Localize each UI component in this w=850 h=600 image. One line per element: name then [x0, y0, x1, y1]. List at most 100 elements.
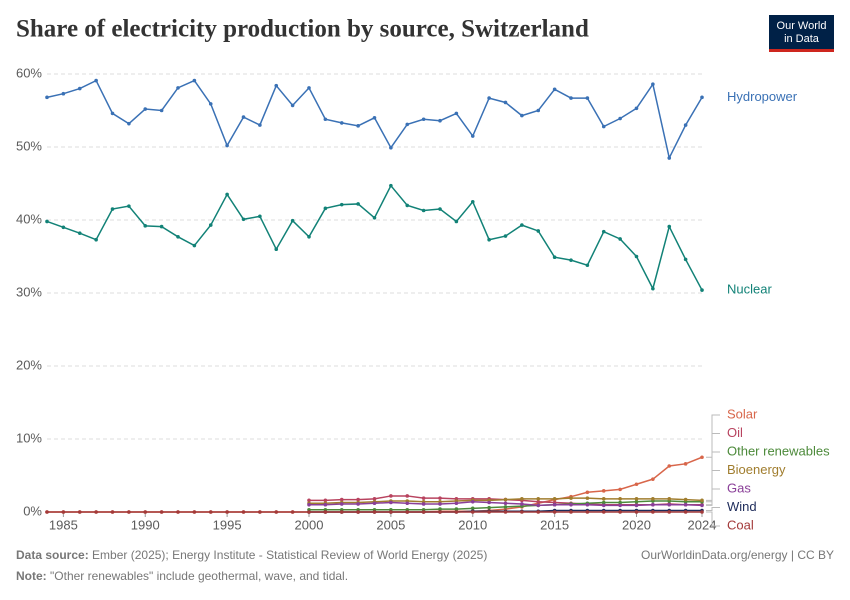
x-tick-label: 2024 — [688, 517, 717, 532]
data-point — [634, 482, 639, 487]
series-label: Nuclear — [727, 282, 772, 297]
data-point — [454, 507, 459, 511]
data-point — [618, 510, 622, 514]
data-point — [45, 510, 49, 514]
data-point — [552, 255, 557, 260]
x-tick-label: 2000 — [295, 517, 324, 532]
y-tick-label: 40% — [16, 211, 42, 226]
data-point — [634, 510, 639, 514]
data-point — [618, 500, 622, 505]
data-point — [651, 502, 655, 507]
data-point — [700, 510, 704, 514]
data-point — [503, 510, 508, 514]
data-point — [241, 510, 246, 514]
data-point — [208, 510, 213, 514]
label-connector — [706, 511, 720, 527]
data-point — [405, 203, 410, 208]
data-point — [683, 123, 688, 127]
data-point — [405, 510, 410, 514]
source-label: Data source: — [16, 548, 89, 562]
data-point — [700, 503, 704, 508]
y-tick-label: 20% — [16, 357, 42, 372]
data-point — [356, 497, 360, 502]
data-point — [389, 510, 393, 514]
data-point — [323, 502, 328, 507]
data-point — [290, 510, 295, 514]
data-point — [651, 477, 655, 481]
data-point — [683, 257, 688, 262]
data-point — [601, 510, 606, 514]
data-point — [323, 117, 328, 122]
data-point — [389, 494, 393, 498]
data-point — [569, 510, 573, 514]
data-point — [569, 496, 573, 500]
data-point — [438, 496, 442, 500]
data-point — [94, 237, 98, 242]
data-point — [61, 225, 66, 230]
series-line — [46, 184, 703, 291]
data-point — [651, 286, 655, 291]
data-point — [585, 496, 590, 500]
data-point — [634, 497, 639, 501]
data-point — [372, 510, 377, 514]
label-connector — [706, 507, 720, 512]
data-point — [520, 113, 524, 118]
y-tick-label: 30% — [16, 284, 42, 299]
data-point — [405, 501, 410, 506]
data-point — [339, 121, 344, 125]
data-point — [438, 502, 442, 506]
data-point — [667, 156, 672, 160]
data-point — [601, 503, 606, 508]
data-point — [307, 498, 311, 503]
data-point — [651, 82, 655, 87]
data-point — [585, 502, 590, 507]
series-label: Coal — [727, 517, 754, 532]
data-point — [258, 510, 262, 514]
data-point — [700, 288, 704, 292]
label-connector — [706, 488, 720, 506]
label-connector — [706, 433, 720, 506]
series-label: Solar — [727, 406, 758, 421]
data-point — [405, 494, 410, 498]
data-point — [274, 510, 279, 514]
data-point — [307, 502, 311, 507]
y-tick-label: 60% — [16, 65, 42, 80]
data-point — [339, 510, 344, 514]
data-point — [569, 96, 573, 100]
data-point — [438, 510, 442, 514]
data-point — [601, 124, 606, 129]
data-point — [421, 502, 426, 506]
data-point — [487, 96, 491, 100]
data-point — [127, 510, 131, 514]
data-point — [356, 202, 360, 206]
series-label: Wind — [727, 499, 757, 514]
data-point — [503, 505, 508, 509]
data-point — [45, 95, 49, 100]
data-point — [700, 455, 704, 460]
data-point — [143, 224, 148, 228]
label-connector — [706, 414, 720, 458]
data-point — [77, 510, 82, 514]
data-point — [176, 86, 180, 90]
data-point — [552, 497, 557, 501]
data-point — [520, 502, 524, 506]
credit: OurWorldinData.org/energy | CC BY — [641, 548, 834, 562]
data-point — [569, 258, 573, 262]
data-point — [323, 206, 328, 211]
label-connector — [706, 451, 720, 503]
data-point — [323, 498, 328, 503]
data-point — [601, 229, 606, 234]
data-point — [667, 510, 672, 514]
data-point — [307, 510, 311, 514]
data-point — [520, 510, 524, 514]
data-point — [454, 510, 459, 514]
data-point — [421, 510, 426, 514]
data-point — [683, 502, 688, 507]
data-point — [421, 496, 426, 500]
data-point — [225, 192, 229, 197]
data-point — [470, 199, 475, 204]
data-point — [634, 106, 639, 111]
data-point — [651, 497, 655, 501]
data-point — [159, 510, 164, 514]
data-point — [470, 134, 475, 138]
